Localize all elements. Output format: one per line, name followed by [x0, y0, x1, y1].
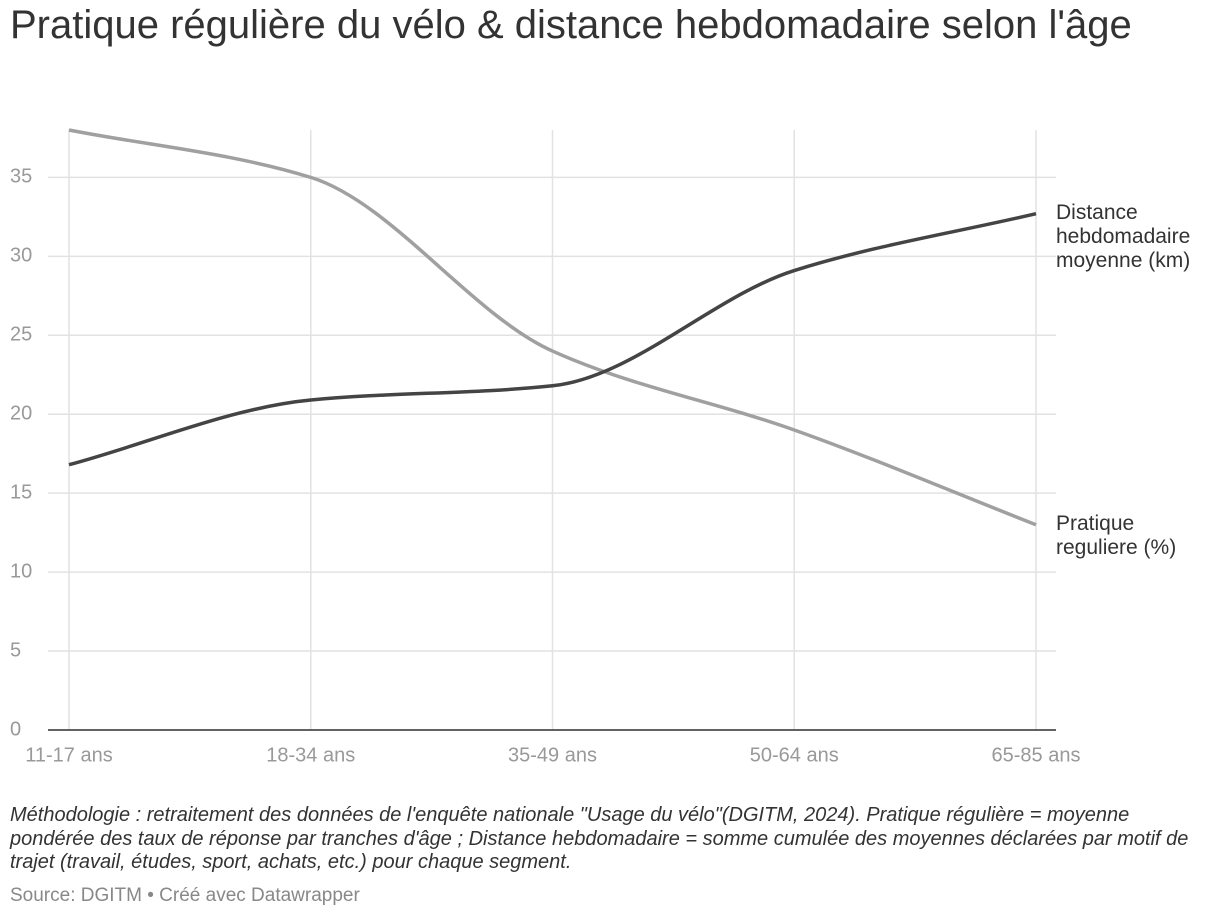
- x-tick-label: 18-34 ans: [266, 744, 355, 766]
- y-tick-label: 20: [10, 402, 32, 424]
- series-line: [68, 128, 1037, 527]
- y-tick-label: 25: [10, 324, 32, 346]
- y-tick-label: 5: [10, 639, 21, 661]
- chart-title: Pratique régulière du vélo & distance he…: [10, 3, 1132, 47]
- source: Source: DGITM • Créé avec Datawrapper: [10, 885, 360, 906]
- series-label: Distance hebdomadaire moyenne (km): [1056, 200, 1191, 272]
- x-tick-label: 65-85 ans: [992, 744, 1081, 766]
- x-tick-label: 11-17 ans: [25, 744, 112, 766]
- x-tick-label: 35-49 ans: [508, 744, 597, 766]
- y-tick-label: 35: [10, 166, 32, 188]
- series-line: [68, 211, 1037, 467]
- notes: Méthodologie : retraitement des données …: [10, 804, 1189, 873]
- y-tick-label: 10: [10, 560, 32, 582]
- series-label: Pratique reguliere (%): [1056, 511, 1177, 559]
- y-tick-label: 15: [10, 481, 32, 503]
- x-tick-label: 50-64 ans: [750, 744, 839, 766]
- y-tick-label: 30: [10, 245, 32, 267]
- y-tick-label: 0: [10, 718, 21, 740]
